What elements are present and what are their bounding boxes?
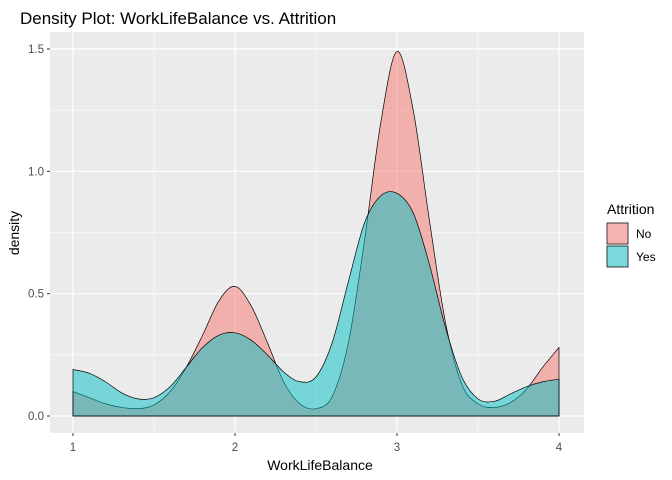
y-tick-label: 1.0 <box>28 166 44 178</box>
y-tick-label: 0.5 <box>28 289 44 301</box>
y-tick-label: 1.5 <box>28 44 44 56</box>
legend-label-no: No <box>636 227 652 241</box>
y-axis-title: density <box>6 211 22 255</box>
density-areas <box>72 51 560 417</box>
x-tick-label: 4 <box>556 442 563 454</box>
legend-title: Attrition <box>607 201 654 217</box>
x-tick-label: 1 <box>70 442 76 454</box>
x-axis-title: WorkLifeBalance <box>267 457 373 473</box>
y-axis: 0.0 0.5 1.0 1.5 <box>28 44 50 423</box>
x-tick-label: 2 <box>232 442 238 454</box>
legend-swatch-no <box>606 222 629 245</box>
legend-swatch-yes <box>606 245 629 268</box>
density-area-yes <box>72 191 560 417</box>
x-axis: 1 2 3 4 <box>70 433 563 454</box>
y-tick-label: 0.0 <box>28 411 44 423</box>
chart-title: Density Plot: WorkLifeBalance vs. Attrit… <box>20 9 336 28</box>
x-tick-label: 3 <box>394 442 400 454</box>
legend: Attrition No Yes <box>606 201 656 268</box>
legend-label-yes: Yes <box>636 250 656 264</box>
